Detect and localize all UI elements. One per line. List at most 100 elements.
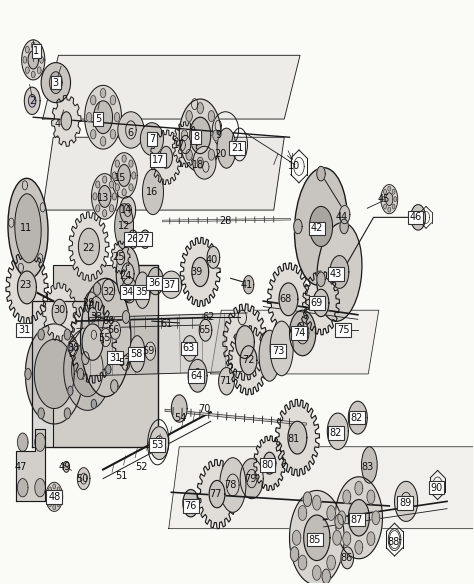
Polygon shape <box>82 352 89 364</box>
Polygon shape <box>57 502 60 507</box>
Text: 80: 80 <box>261 460 273 470</box>
Polygon shape <box>25 369 31 380</box>
Polygon shape <box>182 130 188 141</box>
Ellipse shape <box>259 330 280 381</box>
Text: 59: 59 <box>143 346 155 356</box>
Polygon shape <box>122 277 137 303</box>
Polygon shape <box>110 321 120 339</box>
Polygon shape <box>290 310 316 356</box>
Polygon shape <box>333 530 341 545</box>
Polygon shape <box>128 230 138 248</box>
Polygon shape <box>208 110 215 121</box>
Text: 38: 38 <box>67 343 79 353</box>
Text: 5: 5 <box>95 114 101 124</box>
Polygon shape <box>28 95 36 107</box>
Text: 41: 41 <box>240 280 253 290</box>
Polygon shape <box>47 495 50 499</box>
Polygon shape <box>291 547 299 561</box>
Text: 53: 53 <box>151 440 164 450</box>
Polygon shape <box>69 301 116 383</box>
Polygon shape <box>61 112 72 130</box>
Polygon shape <box>279 283 298 316</box>
Polygon shape <box>91 330 96 339</box>
Polygon shape <box>26 46 29 53</box>
Text: 79: 79 <box>244 474 256 484</box>
Text: 17: 17 <box>152 155 164 165</box>
Text: 50: 50 <box>76 474 88 484</box>
Ellipse shape <box>8 178 48 278</box>
Polygon shape <box>236 326 255 359</box>
Text: 39: 39 <box>190 267 202 277</box>
Bar <box>53 265 158 447</box>
Polygon shape <box>312 565 321 580</box>
Polygon shape <box>111 241 130 274</box>
Polygon shape <box>40 57 44 63</box>
Text: 22: 22 <box>82 244 95 253</box>
Polygon shape <box>392 189 395 194</box>
Polygon shape <box>77 369 84 380</box>
Polygon shape <box>392 204 395 209</box>
Polygon shape <box>17 429 46 502</box>
Polygon shape <box>275 399 319 476</box>
Polygon shape <box>110 130 116 139</box>
Polygon shape <box>394 197 397 201</box>
Polygon shape <box>383 189 386 194</box>
Polygon shape <box>26 324 83 424</box>
Polygon shape <box>53 484 55 489</box>
Polygon shape <box>69 341 77 356</box>
Text: 20: 20 <box>214 149 227 159</box>
Polygon shape <box>93 193 97 200</box>
Polygon shape <box>386 193 393 206</box>
Text: 3: 3 <box>53 78 59 88</box>
Polygon shape <box>339 206 350 224</box>
Polygon shape <box>317 166 325 181</box>
Polygon shape <box>6 251 48 324</box>
Polygon shape <box>32 265 158 447</box>
Text: 1: 1 <box>33 46 39 55</box>
Polygon shape <box>263 452 276 474</box>
Polygon shape <box>64 408 71 419</box>
Text: 30: 30 <box>54 305 65 315</box>
Polygon shape <box>110 380 118 392</box>
Polygon shape <box>355 541 363 554</box>
Polygon shape <box>298 506 307 520</box>
Polygon shape <box>82 324 103 360</box>
Polygon shape <box>115 184 119 191</box>
Polygon shape <box>240 458 263 499</box>
Ellipse shape <box>362 447 377 483</box>
Text: 65: 65 <box>198 325 210 335</box>
Polygon shape <box>188 359 207 392</box>
Text: 36: 36 <box>148 278 160 288</box>
Text: 9: 9 <box>216 130 222 140</box>
Polygon shape <box>50 72 62 93</box>
Text: 25: 25 <box>113 252 125 262</box>
Text: 86: 86 <box>340 553 352 563</box>
Text: 75: 75 <box>337 325 349 335</box>
Polygon shape <box>48 487 51 492</box>
Text: 78: 78 <box>225 480 237 490</box>
Polygon shape <box>94 101 112 134</box>
Polygon shape <box>172 395 187 422</box>
Polygon shape <box>115 160 119 167</box>
Ellipse shape <box>219 458 246 512</box>
Polygon shape <box>18 433 28 451</box>
Polygon shape <box>64 328 111 411</box>
Polygon shape <box>96 181 100 188</box>
Text: 55: 55 <box>99 332 111 343</box>
Polygon shape <box>388 207 391 212</box>
Polygon shape <box>292 530 301 545</box>
Polygon shape <box>43 283 76 341</box>
Text: 70: 70 <box>198 404 210 413</box>
Text: 69: 69 <box>310 298 323 308</box>
Text: 46: 46 <box>410 213 422 223</box>
Polygon shape <box>129 160 133 167</box>
Text: 61: 61 <box>160 319 172 329</box>
Text: 54: 54 <box>174 413 186 423</box>
Polygon shape <box>148 267 164 295</box>
Ellipse shape <box>140 123 164 155</box>
Text: 51: 51 <box>115 471 128 481</box>
Text: 87: 87 <box>351 515 363 524</box>
Polygon shape <box>109 181 114 188</box>
Polygon shape <box>18 271 36 304</box>
Text: 28: 28 <box>219 216 232 226</box>
